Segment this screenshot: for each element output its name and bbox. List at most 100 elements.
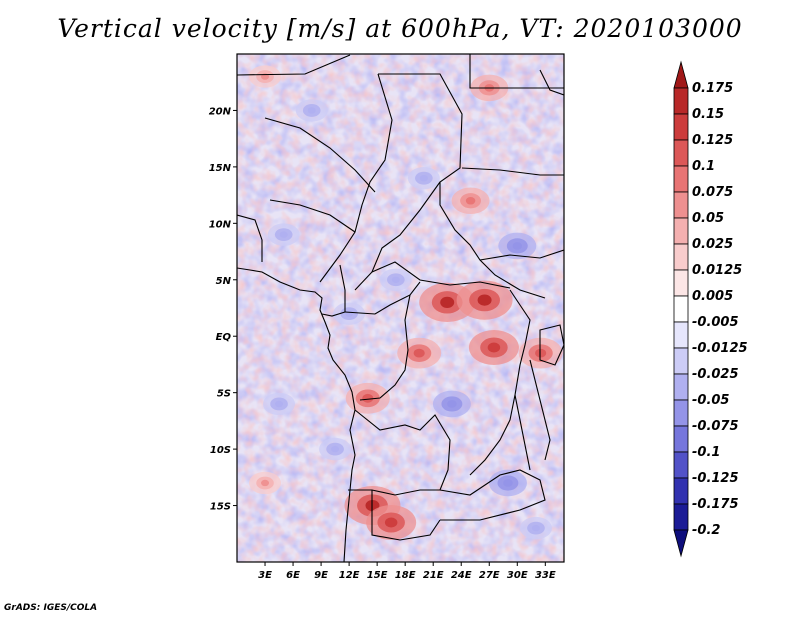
colorbar-label: 0.05 <box>692 211 724 226</box>
y-tick-label: 15N <box>209 163 232 174</box>
border-namibia <box>371 490 441 541</box>
x-tick-label: 6E <box>286 570 300 581</box>
colorbar-label: 0.1 <box>692 159 715 174</box>
border-drc-east <box>469 289 531 476</box>
colorbar-box <box>673 243 689 271</box>
colorbar-label: -0.125 <box>692 471 739 486</box>
y-tick-label: EQ <box>216 332 232 343</box>
x-tick-label: 12E <box>339 570 360 581</box>
field-max <box>249 471 282 495</box>
field-min <box>519 516 552 540</box>
field-max-core <box>487 342 501 353</box>
y-axis: 20N 15N 10N 5N EQ 5S 10S 15S <box>209 106 237 513</box>
colorbar-top-arrow <box>673 60 689 89</box>
field-min <box>267 223 300 246</box>
y-tick-label: 5N <box>216 276 232 287</box>
field-max <box>397 337 442 369</box>
coastline-west <box>237 267 356 562</box>
y-tick-label: 20N <box>209 106 232 117</box>
border-westafrica <box>237 214 263 262</box>
field-min-core <box>503 479 513 487</box>
field-min-core <box>447 400 457 408</box>
colorbar-label: -0.175 <box>692 497 739 512</box>
border-tanzania <box>529 359 551 461</box>
colorbar-box <box>673 321 689 349</box>
colorbar-box <box>673 503 689 531</box>
colorbar-box <box>673 295 689 323</box>
field-max <box>345 382 390 414</box>
field-max <box>451 187 490 215</box>
border-north-3 <box>319 73 393 283</box>
lake-victoria <box>539 324 564 366</box>
credit-text: GrADS: IGES/COLA <box>4 603 98 613</box>
colorbar-label: -0.005 <box>692 315 739 330</box>
colorbar-label: 0.175 <box>692 81 733 96</box>
x-tick-label: 24E <box>451 570 472 581</box>
colorbar-box <box>673 87 689 115</box>
field-min <box>498 232 537 260</box>
field-min <box>432 390 471 418</box>
field-max-core <box>465 196 476 205</box>
x-tick-label: 21E <box>423 570 444 581</box>
field-max <box>468 330 519 366</box>
y-tick-label: 5S <box>217 389 231 400</box>
colorbar-label: 0.125 <box>692 133 733 148</box>
border-chad <box>354 181 441 291</box>
colorbar-box <box>673 191 689 219</box>
colorbar-label: 0.0125 <box>692 263 742 278</box>
colorbar-label: -0.2 <box>692 523 720 538</box>
field-max <box>518 337 563 369</box>
x-axis: 3E 6E 9E 12E 15E 18E 21E 24E 27E 30E 33E <box>258 562 556 581</box>
border-north-1 <box>237 54 351 76</box>
field-max <box>366 504 417 540</box>
colorbar-box <box>673 165 689 193</box>
border-sudan <box>461 167 564 176</box>
colorbar-box <box>673 217 689 245</box>
colorbar-label: -0.1 <box>692 445 720 460</box>
colorbar-label: -0.075 <box>692 419 739 434</box>
field-min-core <box>275 400 284 408</box>
map-field <box>237 54 564 562</box>
y-tick-label: 10N <box>209 219 232 230</box>
colorbar-box <box>673 113 689 141</box>
colorbar-box <box>673 373 689 401</box>
map-frame <box>236 53 565 563</box>
x-tick-label: 15E <box>367 570 388 581</box>
colorbar-label: 0.005 <box>692 289 733 304</box>
border-east-1 <box>539 69 564 96</box>
colorbar-box <box>673 139 689 167</box>
colorbar-label: -0.05 <box>692 393 729 408</box>
colorbar-label: -0.0125 <box>692 341 748 356</box>
border-nigeria <box>269 199 356 233</box>
field-min <box>407 166 440 190</box>
field-max <box>249 65 282 88</box>
colorbar-box <box>673 399 689 427</box>
border-east-2 <box>469 54 564 89</box>
border-north-2 <box>378 73 546 299</box>
field-min-core <box>307 107 316 114</box>
field-min-core <box>419 174 428 182</box>
field-min <box>295 99 328 122</box>
field-min-core <box>345 310 354 317</box>
border-angola <box>348 409 451 496</box>
country-borders <box>237 54 564 562</box>
border-congo <box>344 281 421 315</box>
field-max-core <box>413 348 425 358</box>
chart-title: Vertical velocity [m/s] at 600hPa, VT: 2… <box>57 14 743 43</box>
field-max-core <box>477 294 492 306</box>
y-tick-label: 10S <box>210 445 231 456</box>
colorbar-label: -0.025 <box>692 367 739 382</box>
field-min-core <box>331 445 340 453</box>
border-drc-north <box>359 294 411 401</box>
border-zambia <box>439 469 546 521</box>
colorbar-bottom-arrow <box>673 529 689 558</box>
colorbar-label: 0.025 <box>692 237 733 252</box>
colorbar: 0.175 0.15 0.125 0.1 0.075 0.05 0.025 0.0125 0.0… <box>673 60 748 558</box>
x-tick-label: 27E <box>479 570 500 581</box>
x-tick-label: 33E <box>535 570 556 581</box>
field-max-core <box>440 296 455 308</box>
colorbar-label: 0.15 <box>692 107 724 122</box>
field-max-core <box>261 479 270 487</box>
field-min-core <box>531 524 540 532</box>
